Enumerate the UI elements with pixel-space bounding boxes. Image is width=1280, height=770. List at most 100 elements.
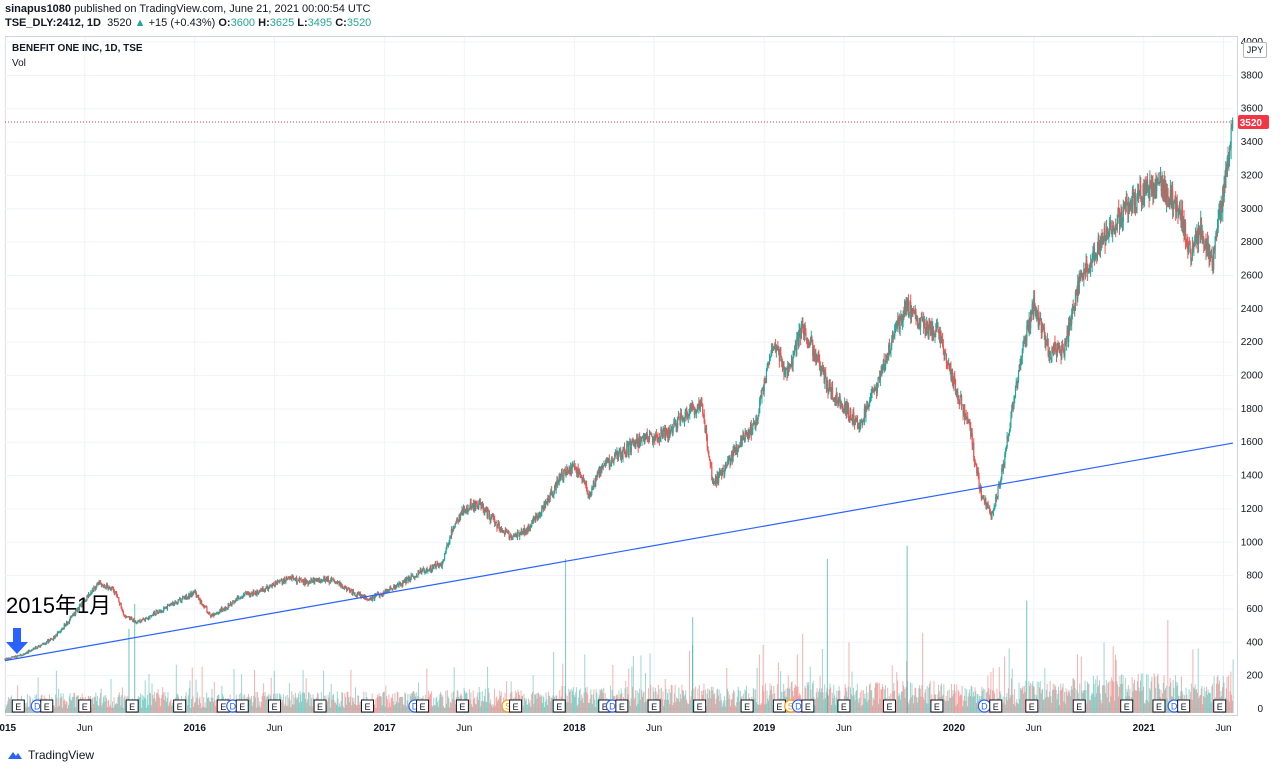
candle-body (1224, 177, 1226, 188)
earnings-marker[interactable] (11, 699, 25, 713)
candle-body (508, 533, 510, 539)
candle-body (455, 523, 457, 525)
volume-bar (156, 693, 158, 713)
volume-bar (111, 707, 113, 713)
y-tick-label: 3200 (1241, 170, 1264, 181)
candle-body (1074, 291, 1077, 310)
volume-bar (760, 704, 762, 713)
candle-body (689, 403, 692, 408)
volume-bar (426, 668, 428, 713)
candle-body (27, 650, 30, 654)
candle-body (1040, 318, 1042, 333)
volume-bar (295, 699, 297, 713)
volume-bar (1147, 674, 1149, 713)
candle-body (435, 565, 437, 568)
volume-bar (915, 688, 917, 713)
earnings-marker[interactable] (693, 699, 707, 713)
candle-body (819, 359, 821, 368)
candle-body (121, 608, 123, 611)
volume-bar (1064, 703, 1066, 713)
earnings-marker[interactable] (509, 699, 523, 713)
candle-body (481, 504, 483, 509)
earnings-marker[interactable] (125, 699, 139, 713)
volume-bar (337, 698, 339, 713)
volume-bar (807, 684, 809, 713)
candle-body (409, 579, 412, 581)
candle-body (617, 453, 620, 460)
candle-body (624, 450, 626, 456)
volume-bar (1090, 695, 1092, 713)
earnings-marker[interactable] (268, 699, 282, 713)
candle-body (1008, 430, 1011, 434)
candle-body (40, 644, 43, 646)
volume-bar (924, 692, 926, 713)
candle-body (563, 469, 565, 480)
volume-bar (281, 702, 283, 713)
earnings-marker[interactable] (455, 699, 469, 713)
volume-bar (104, 701, 106, 713)
volume-bar (345, 704, 347, 713)
earnings-marker[interactable] (235, 699, 249, 713)
candle-body (398, 583, 400, 586)
candle-body (598, 470, 600, 473)
volume-bar (430, 691, 432, 713)
earnings-marker[interactable] (552, 699, 566, 713)
publisher-name[interactable]: sinapus1080 (5, 3, 72, 15)
volume-bar (473, 698, 475, 713)
candle-body (612, 461, 614, 464)
candle-body (973, 457, 976, 463)
earnings-marker[interactable] (78, 699, 92, 713)
volume-bar (270, 677, 272, 713)
candle-body (177, 600, 179, 604)
candle-body (60, 629, 62, 632)
volume-bar (897, 696, 899, 713)
candle-body (995, 496, 997, 506)
candle-body (1042, 328, 1044, 330)
volume-bar (708, 698, 710, 713)
candle-body (516, 532, 519, 537)
earnings-marker[interactable] (173, 699, 187, 713)
candle-body (878, 376, 880, 378)
candle-body (249, 593, 251, 597)
candle-body (202, 604, 204, 607)
candle-body (254, 593, 256, 595)
trendline[interactable] (4, 442, 1234, 662)
volume-bar (733, 691, 735, 713)
volume-bar (1022, 686, 1024, 713)
candle-body (541, 505, 544, 509)
volume-bar (140, 693, 142, 713)
candle-body (535, 514, 538, 516)
candle-body (695, 410, 697, 413)
candle-body (83, 599, 85, 603)
candle-body (1203, 244, 1206, 246)
earnings-marker[interactable] (647, 699, 661, 713)
candle-body (602, 466, 604, 468)
volume-bar (1051, 690, 1053, 713)
volume-bar (1080, 656, 1082, 713)
candle-body (510, 535, 512, 538)
volume-bar (1095, 693, 1097, 713)
candle-body (1200, 218, 1202, 238)
earnings-marker-label: E (15, 702, 21, 712)
candle-body (1034, 306, 1036, 310)
candle-body (4, 658, 6, 660)
candle-body (833, 399, 835, 402)
candle-body (85, 600, 87, 602)
earnings-marker[interactable] (40, 699, 54, 713)
volume-bar (650, 684, 652, 713)
candle-body (1104, 228, 1106, 245)
earnings-marker[interactable] (361, 699, 375, 713)
volume-bar (685, 690, 687, 713)
candle-body (288, 576, 290, 579)
candle-body (828, 390, 830, 393)
volume-bar (1193, 687, 1195, 713)
y-tick-label: 1600 (1241, 437, 1264, 448)
earnings-marker[interactable] (615, 699, 629, 713)
volume-bar (298, 702, 300, 713)
earnings-marker[interactable] (416, 699, 430, 713)
earnings-marker[interactable] (313, 699, 327, 713)
volume-bar (641, 696, 643, 713)
candle-body (534, 517, 536, 521)
volume-bar (297, 698, 299, 713)
